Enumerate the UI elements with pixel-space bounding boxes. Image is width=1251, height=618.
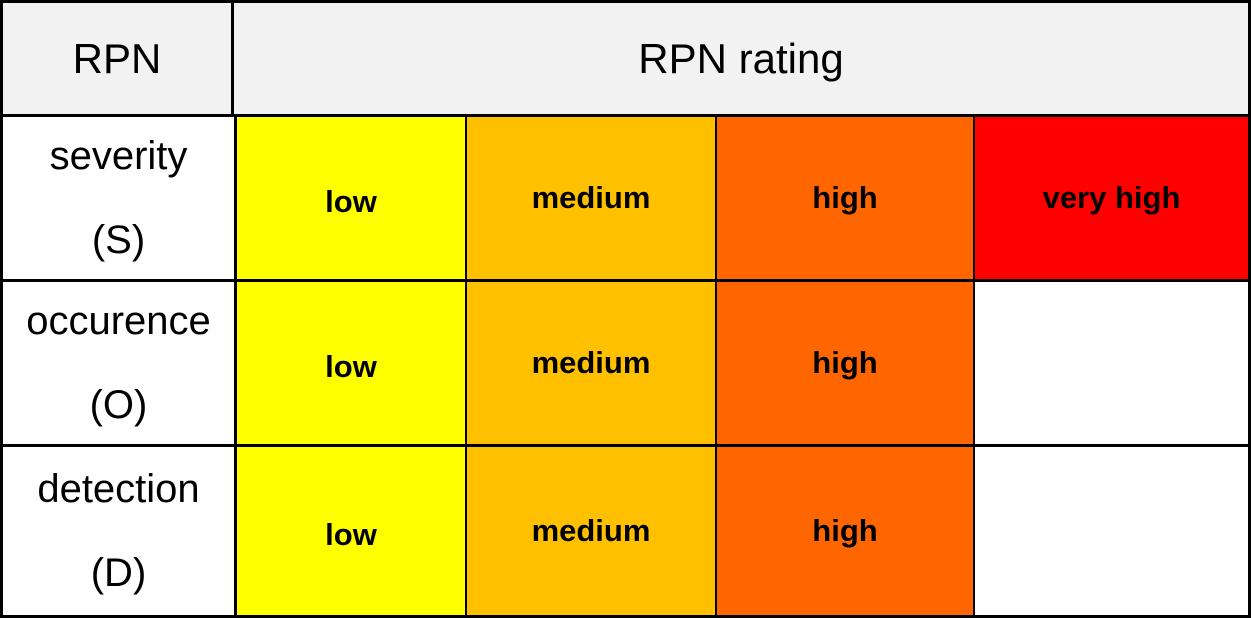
rating-cell-high: high xyxy=(717,447,975,618)
rating-text: medium xyxy=(531,180,651,215)
rating-text: very high xyxy=(1042,180,1181,215)
row-label-occurence: occurence (O) xyxy=(0,282,237,447)
row-label-name: detection xyxy=(37,467,200,511)
row-label-severity: severity (S) xyxy=(0,117,237,282)
rating-cell-medium: medium xyxy=(467,447,717,618)
rating-cell-medium: medium xyxy=(467,117,717,282)
rating-text: high xyxy=(812,513,878,548)
header-rpn-label: RPN xyxy=(72,34,162,82)
rating-cell-low: low xyxy=(237,447,467,618)
header-rpn-rating: RPN rating xyxy=(231,0,1251,117)
rating-text: low xyxy=(325,349,377,384)
rating-cell-medium: medium xyxy=(467,282,717,447)
rating-text: medium xyxy=(531,513,651,548)
row-label-name: severity xyxy=(49,134,188,178)
empty-cell xyxy=(975,282,1251,447)
rating-text: high xyxy=(812,345,878,380)
header-rpn-rating-label: RPN rating xyxy=(638,34,844,82)
rating-text: high xyxy=(812,180,878,215)
row-label-detection: detection (D) xyxy=(0,447,237,618)
rating-text: medium xyxy=(531,345,651,380)
rating-cell-very-high: very high xyxy=(975,117,1251,282)
rating-text: low xyxy=(325,184,377,219)
rating-cell-low: low xyxy=(237,117,467,282)
row-label-abbr: (O) xyxy=(89,383,148,427)
row-label-abbr: (D) xyxy=(90,551,147,595)
row-label-name: occurence xyxy=(26,299,211,343)
header-rpn: RPN xyxy=(0,0,234,117)
rating-text: low xyxy=(325,517,377,552)
empty-cell xyxy=(975,447,1251,618)
row-label-abbr: (S) xyxy=(91,218,146,262)
rating-cell-high: high xyxy=(717,117,975,282)
rating-cell-high: high xyxy=(717,282,975,447)
rating-cell-low: low xyxy=(237,282,467,447)
